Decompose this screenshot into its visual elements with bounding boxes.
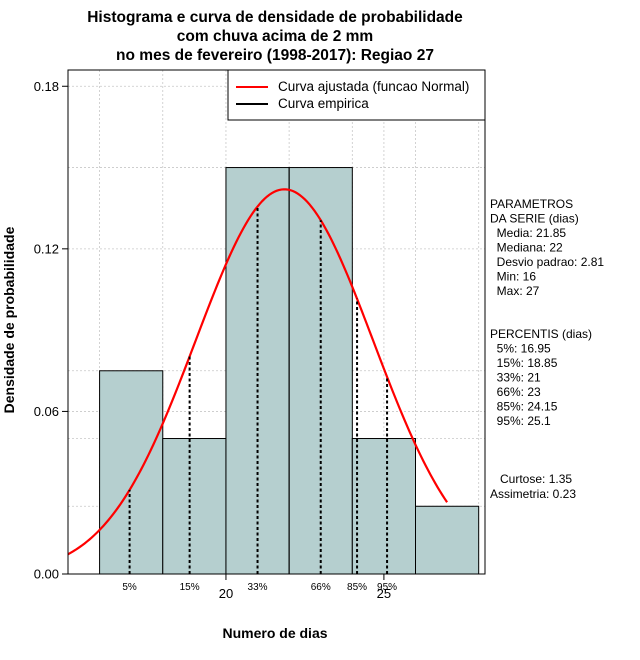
x-tick-label: 25 xyxy=(377,586,391,601)
density-curves xyxy=(67,167,449,574)
percentile-text-line: 66%: 23 xyxy=(490,385,541,399)
percentile-label: 33% xyxy=(248,582,268,593)
percentile-text-line: PERCENTIS (dias) xyxy=(490,327,592,341)
y-tick-label: 0.06 xyxy=(34,404,59,419)
percentile-text-line: 5%: 16.95 xyxy=(490,342,551,356)
parameter-line: Max: 27 xyxy=(490,284,540,298)
histogram-bar xyxy=(415,505,480,575)
percentile-label: 5% xyxy=(122,582,137,593)
percentile-label: 85% xyxy=(347,582,367,593)
parameter-line: DA SERIE (dias) xyxy=(490,212,579,226)
percentile-text-line: 33%: 21 xyxy=(490,371,541,385)
histogram-bar xyxy=(162,438,227,575)
legend-box xyxy=(227,69,486,121)
percentile-label: 15% xyxy=(180,582,200,593)
percentile-label: 95% xyxy=(377,582,397,593)
title-line-3: no mes de fevereiro (1998-2017): Regiao … xyxy=(116,47,434,64)
x-tick-label: 20 xyxy=(219,586,233,601)
parameter-line: PARAMETROS xyxy=(490,197,573,211)
histogram-bar xyxy=(99,370,164,575)
legend-label-empirical: Curva empirica xyxy=(278,96,369,111)
percentile-text-line: 85%: 24.15 xyxy=(490,400,558,414)
percentiles-list: PERCENTIS (dias) 5%: 16.95 15%: 18.85 33… xyxy=(490,327,592,428)
percentile-markers: 5% 15% 33% 66% 85% 95% xyxy=(122,206,397,593)
percentile-text-line: 15%: 18.85 xyxy=(490,356,558,370)
x-axis-label: Numero de dias xyxy=(222,625,327,641)
shape-stat-line: Assimetria: 0.23 xyxy=(490,487,576,501)
parameter-line: Mediana: 22 xyxy=(490,241,563,255)
percentile-text-line: 95%: 25.1 xyxy=(490,414,551,428)
y-tick-label: 0.00 xyxy=(34,567,59,582)
parameter-line: Media: 21.85 xyxy=(490,226,566,240)
parameter-line: Min: 16 xyxy=(490,270,536,284)
title-line-2: com chuva acima de 2 mm xyxy=(177,28,373,45)
y-axis-label: Densidade de probabilidade xyxy=(1,226,17,413)
shape-stat-line: Curtose: 1.35 xyxy=(490,472,572,486)
title-line-1: Histograma e curva de densidade de proba… xyxy=(87,9,463,26)
normal-density-curve xyxy=(67,188,449,556)
parameter-line: Desvio padrao: 2.81 xyxy=(490,255,604,269)
y-tick-label: 0.12 xyxy=(34,241,59,256)
chart-title: Histograma e curva de densidade de proba… xyxy=(87,9,463,64)
y-tick-label: 0.18 xyxy=(34,79,59,94)
legend-label-fitted: Curva ajustada (funcao Normal) xyxy=(278,79,469,94)
histogram-bar xyxy=(351,438,416,575)
legend: Curva ajustada (funcao Normal) Curva emp… xyxy=(227,69,486,121)
percentile-label: 66% xyxy=(311,582,331,593)
